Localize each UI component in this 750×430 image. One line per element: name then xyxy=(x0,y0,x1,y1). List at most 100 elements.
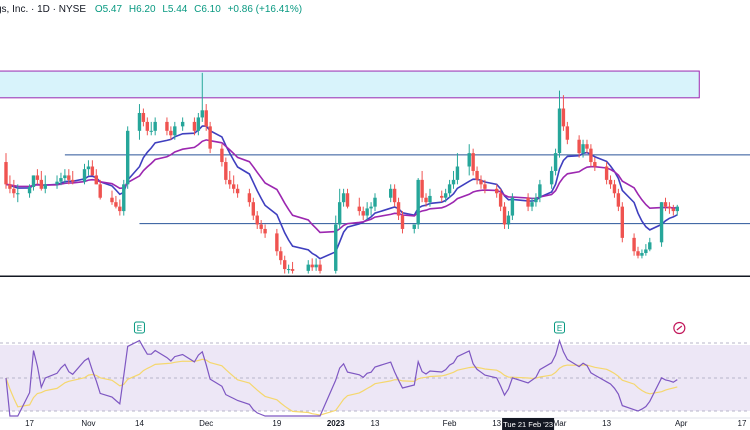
candle-body xyxy=(534,197,538,203)
change-value: +0.86 (+16.41%) xyxy=(227,4,303,15)
candle-body xyxy=(153,121,157,131)
candle xyxy=(341,188,346,207)
candle-body xyxy=(27,187,32,194)
candle xyxy=(640,249,644,259)
candle-body xyxy=(71,179,75,182)
candle xyxy=(612,179,617,198)
candle-body xyxy=(318,264,322,271)
chart-header: gs, Inc. · 1D · NYSE O5.47 H6.20 L5.44 C… xyxy=(0,4,306,15)
candle xyxy=(447,179,452,198)
candle-body xyxy=(357,206,361,212)
candle-body xyxy=(526,197,530,207)
earnings-label: E xyxy=(137,324,142,333)
candle xyxy=(235,184,240,198)
rsi-ma-line xyxy=(5,358,678,416)
candle-body xyxy=(149,130,153,132)
candle xyxy=(483,179,487,194)
x-tick-label: Feb xyxy=(443,419,457,428)
x-tick-label: Dec xyxy=(199,419,213,428)
x-tick-label: Apr xyxy=(675,419,688,428)
candle-body xyxy=(412,224,416,229)
candle-body xyxy=(667,206,672,209)
candle xyxy=(39,170,44,191)
candle xyxy=(263,224,267,238)
candle-body xyxy=(416,179,420,225)
candle xyxy=(585,139,589,154)
candle xyxy=(440,190,444,203)
candle-body xyxy=(8,184,12,189)
candle xyxy=(192,117,197,136)
candle xyxy=(561,95,566,131)
candle xyxy=(392,184,397,207)
candle xyxy=(31,175,36,191)
candle-body xyxy=(43,184,47,189)
candle-body xyxy=(224,162,228,180)
candle xyxy=(35,169,40,185)
candle xyxy=(283,255,287,274)
candle-body xyxy=(334,224,338,271)
candle-body xyxy=(659,202,664,243)
candle-body xyxy=(228,179,232,185)
candle xyxy=(141,108,146,127)
candle xyxy=(593,157,597,171)
candle-body xyxy=(612,184,617,194)
candle-body xyxy=(373,197,377,207)
candle xyxy=(90,160,95,176)
candle-body xyxy=(82,169,87,182)
candle xyxy=(616,188,621,212)
x-tick-label: 13 xyxy=(602,419,611,428)
candle xyxy=(389,184,393,203)
symbol-title[interactable]: gs, Inc. · 1D · NYSE xyxy=(0,4,87,15)
candle xyxy=(67,169,71,185)
candle-body xyxy=(341,193,346,203)
candle-body xyxy=(345,193,350,207)
candle-body xyxy=(39,179,44,189)
candle-body xyxy=(275,233,279,252)
candle-body xyxy=(561,108,566,127)
candle xyxy=(180,117,185,131)
candle-body xyxy=(361,211,365,216)
candle-body xyxy=(400,215,405,229)
candle xyxy=(675,204,679,216)
candle-body xyxy=(616,193,621,207)
candle-body xyxy=(620,206,625,238)
candle xyxy=(424,193,428,207)
candle-body xyxy=(604,166,609,180)
candle-body xyxy=(86,166,91,170)
x-tick-label: 14 xyxy=(135,419,144,428)
candle xyxy=(334,215,338,274)
high-value: H6.20 xyxy=(128,4,156,15)
low-value: L5.44 xyxy=(162,4,188,15)
candle-body xyxy=(208,126,212,149)
candle-body xyxy=(589,148,593,163)
candle xyxy=(416,178,420,229)
candle-body xyxy=(396,202,401,216)
candle xyxy=(153,117,157,136)
candle xyxy=(318,260,322,274)
candle xyxy=(231,175,236,194)
candle xyxy=(455,153,460,185)
candle-body xyxy=(498,193,503,207)
candle-body xyxy=(12,188,16,194)
ma-slow-line xyxy=(5,139,678,234)
candle-body xyxy=(31,175,36,188)
dividend-marker[interactable] xyxy=(673,321,686,335)
candle-body xyxy=(593,162,597,167)
candle xyxy=(27,184,32,198)
candles-layer xyxy=(4,72,679,274)
candle xyxy=(306,260,310,274)
candle xyxy=(169,126,173,140)
candle-body xyxy=(577,139,581,154)
candle-body xyxy=(648,242,652,250)
earnings-marker[interactable]: E xyxy=(133,321,145,334)
candle xyxy=(220,144,224,167)
earnings-marker[interactable]: E xyxy=(554,321,565,334)
candle-body xyxy=(259,224,263,229)
candle xyxy=(196,112,201,136)
candle xyxy=(557,90,562,158)
candle-body xyxy=(483,184,487,189)
candle-body xyxy=(286,269,291,271)
candle xyxy=(361,206,365,221)
